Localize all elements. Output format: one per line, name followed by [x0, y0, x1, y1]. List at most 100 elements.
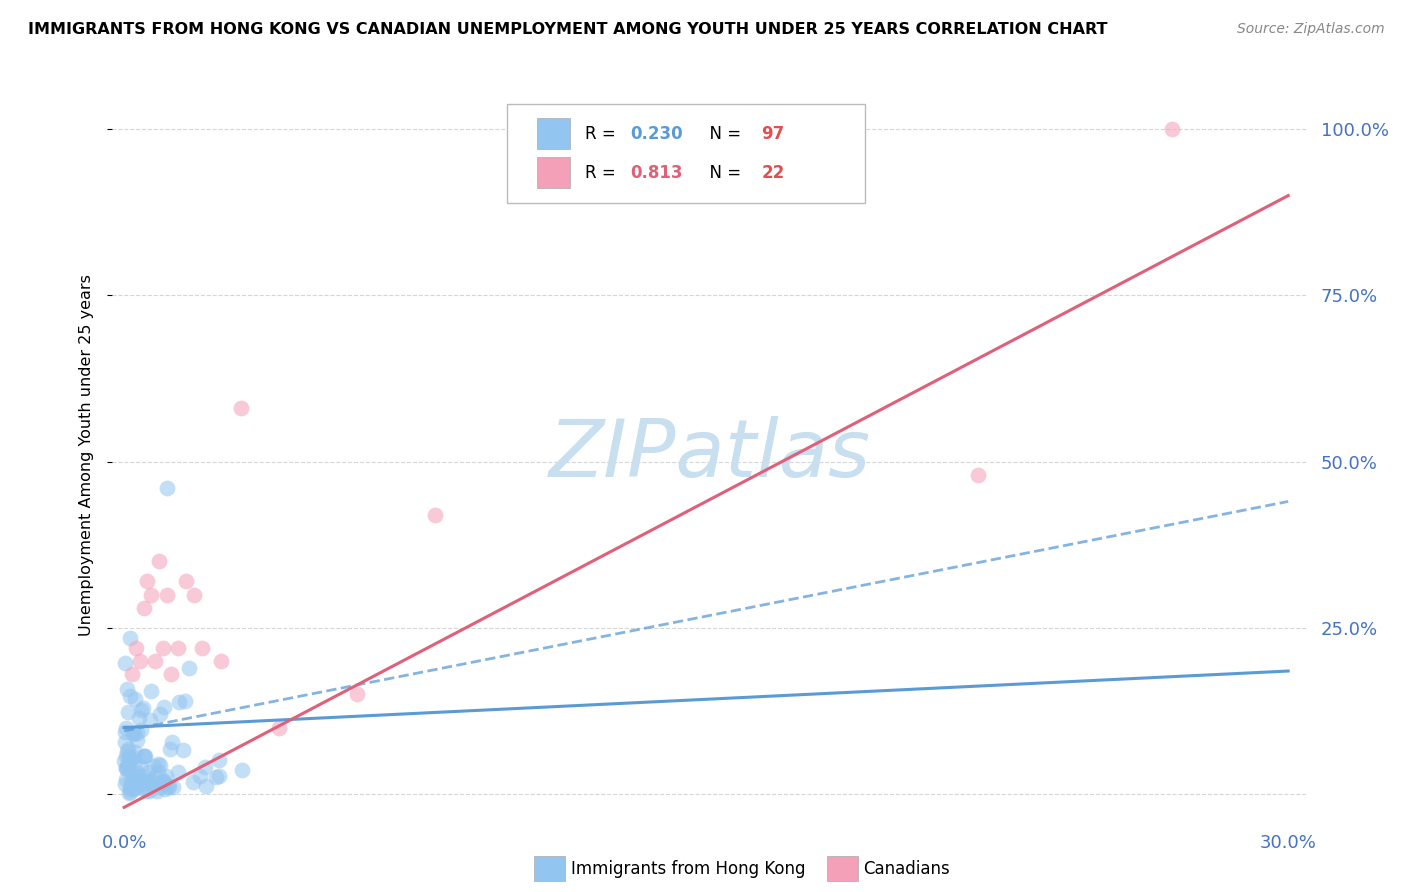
Point — [122, 749, 145, 764]
Point — [117, 757, 139, 772]
Point — [174, 574, 197, 589]
Point — [117, 742, 139, 756]
Point — [209, 654, 232, 668]
Point — [131, 769, 153, 783]
Point — [148, 554, 170, 568]
Point — [121, 776, 143, 790]
Point — [153, 774, 176, 789]
Point — [129, 703, 152, 717]
Point — [122, 758, 145, 772]
Y-axis label: Unemployment Among Youth under 25 years: Unemployment Among Youth under 25 years — [79, 274, 94, 636]
Point — [125, 765, 148, 780]
Point — [115, 772, 138, 786]
Point — [142, 759, 165, 773]
Point — [120, 774, 142, 789]
Point — [121, 667, 143, 681]
Point — [156, 588, 179, 602]
Point — [115, 749, 138, 764]
Point — [159, 741, 181, 756]
Point — [183, 588, 205, 602]
Point — [124, 691, 146, 706]
FancyBboxPatch shape — [508, 103, 866, 202]
Point — [132, 776, 155, 790]
Point — [122, 781, 145, 796]
Point — [128, 654, 150, 668]
Point — [114, 735, 136, 749]
Point — [118, 752, 141, 766]
Point — [229, 401, 252, 416]
Point — [179, 661, 201, 675]
Point — [138, 783, 160, 797]
Text: 97: 97 — [762, 125, 785, 143]
Text: Immigrants from Hong Kong: Immigrants from Hong Kong — [571, 860, 806, 878]
Point — [143, 654, 166, 668]
Point — [114, 761, 136, 775]
Text: 0.230: 0.230 — [630, 125, 682, 143]
Point — [131, 701, 153, 715]
Point — [149, 780, 172, 794]
Point — [125, 769, 148, 783]
Point — [153, 700, 176, 714]
Point — [118, 786, 141, 800]
Point — [145, 770, 167, 784]
Point — [132, 773, 155, 788]
Point — [269, 721, 291, 735]
Point — [162, 780, 184, 794]
Point — [138, 775, 160, 789]
Point — [172, 742, 194, 756]
Point — [155, 769, 177, 783]
Point — [122, 727, 145, 741]
Point — [124, 745, 146, 759]
Point — [127, 733, 149, 747]
Point — [194, 779, 217, 793]
Point — [138, 713, 160, 727]
Point — [208, 753, 231, 767]
Point — [174, 694, 197, 708]
Point — [346, 687, 368, 701]
Point — [966, 467, 988, 482]
Point — [132, 600, 155, 615]
Point — [157, 779, 180, 793]
Point — [135, 784, 157, 798]
Point — [118, 749, 141, 764]
Point — [167, 764, 190, 779]
Text: IMMIGRANTS FROM HONG KONG VS CANADIAN UNEMPLOYMENT AMONG YOUTH UNDER 25 YEARS CO: IMMIGRANTS FROM HONG KONG VS CANADIAN UN… — [28, 22, 1108, 37]
Point — [122, 771, 145, 785]
Point — [124, 780, 146, 795]
Point — [121, 776, 143, 790]
Point — [122, 726, 145, 740]
Point — [141, 588, 163, 602]
Point — [204, 770, 226, 784]
Point — [138, 774, 160, 789]
Text: R =: R = — [585, 125, 620, 143]
Bar — [537, 119, 571, 149]
Point — [117, 744, 139, 758]
Point — [423, 508, 446, 522]
Point — [128, 711, 150, 725]
Point — [114, 777, 136, 791]
Point — [160, 735, 183, 749]
Point — [117, 705, 139, 719]
Point — [120, 782, 142, 797]
Text: Canadians: Canadians — [863, 860, 950, 878]
Text: ZIPatlas: ZIPatlas — [548, 416, 872, 494]
Text: N =: N = — [699, 125, 747, 143]
Point — [153, 781, 176, 796]
Point — [1160, 122, 1182, 136]
Point — [115, 761, 138, 775]
Point — [190, 640, 212, 655]
Point — [120, 785, 142, 799]
Text: Source: ZipAtlas.com: Source: ZipAtlas.com — [1237, 22, 1385, 37]
Point — [122, 773, 145, 788]
Point — [194, 760, 217, 774]
Point — [152, 773, 174, 788]
Point — [138, 764, 160, 779]
Point — [135, 781, 157, 796]
Point — [208, 769, 231, 783]
Point — [183, 775, 205, 789]
Bar — [537, 157, 571, 188]
Point — [114, 657, 136, 671]
Point — [188, 768, 211, 782]
Point — [149, 707, 172, 722]
Point — [139, 683, 162, 698]
